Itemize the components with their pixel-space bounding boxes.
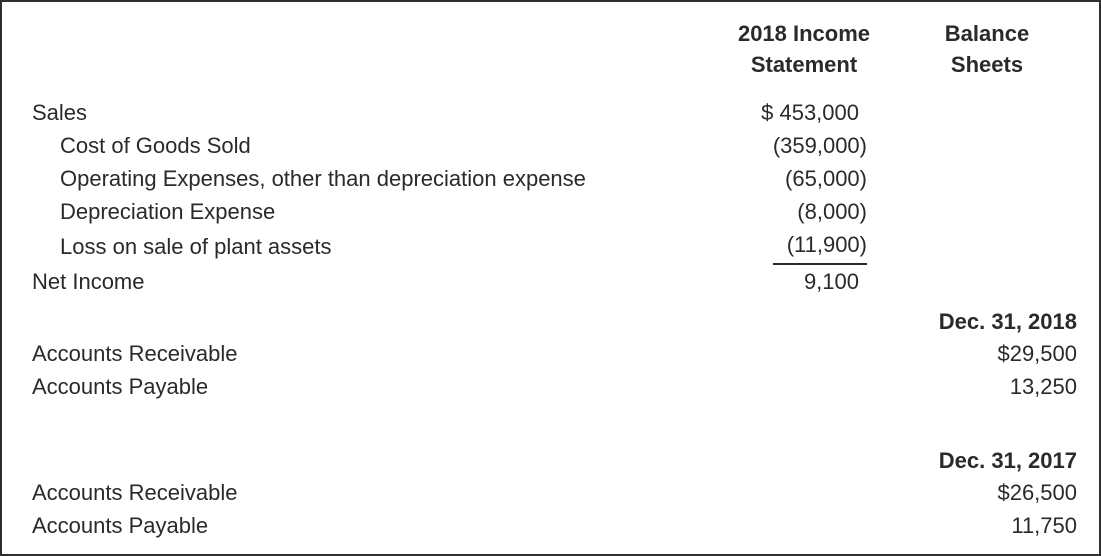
row-sales: Sales $ 453,000 xyxy=(2,96,1099,129)
row-label-operating-expenses: Operating Expenses, other than depreciat… xyxy=(60,166,586,191)
spacer-row xyxy=(2,403,1099,437)
income-value-operating-expenses: (65,000) xyxy=(692,162,867,195)
row-label-accounts-receivable-2018: Accounts Receivable xyxy=(32,341,238,366)
cost-of-goods-sold-amount: (359,000) xyxy=(772,133,867,158)
row-label-accounts-payable-2017: Accounts Payable xyxy=(32,513,209,538)
income-statement-header-cell: 2018 Income Statement xyxy=(692,2,870,96)
row-depreciation-expense: Depreciation Expense (8,000) xyxy=(2,195,1099,228)
row-label-accounts-payable-2018: Accounts Payable xyxy=(32,374,209,399)
date-header-2017: Dec. 31, 2017 xyxy=(938,448,1077,473)
accounts-payable-2018-amount: 13,250 xyxy=(1009,374,1077,399)
row-label-accounts-receivable-2017: Accounts Receivable xyxy=(32,480,238,505)
row-operating-expenses: Operating Expenses, other than depreciat… xyxy=(2,162,1099,195)
row-accounts-payable-2017: Accounts Payable 11,750 xyxy=(2,509,1099,542)
balance-sheets-header-cell: Balance Sheets xyxy=(867,2,1099,96)
income-value-cost-of-goods-sold: (359,000) xyxy=(692,129,867,162)
sales-amount: $ 453,000 xyxy=(761,100,859,125)
income-value-loss-on-sale: (11,900) xyxy=(692,228,867,265)
accounts-payable-2017-amount: 11,750 xyxy=(1011,513,1077,538)
row-date-2018: Dec. 31, 2018 xyxy=(2,298,1099,337)
row-label-net-income: Net Income xyxy=(32,269,145,294)
net-income-amount: 9,100 xyxy=(803,269,859,294)
row-loss-on-sale: Loss on sale of plant assets (11,900) xyxy=(2,228,1099,265)
date-header-2018: Dec. 31, 2018 xyxy=(938,309,1077,334)
accounts-receivable-2017-amount: $26,500 xyxy=(997,480,1077,505)
row-accounts-receivable-2018: Accounts Receivable $29,500 xyxy=(2,337,1099,370)
income-value-sales: $ 453,000 xyxy=(692,96,867,129)
financial-table: 2018 Income Statement Balance Sheets Sal… xyxy=(2,2,1099,542)
loss-on-sale-amount: (11,900) xyxy=(772,228,867,265)
accounts-receivable-2018-amount: $29,500 xyxy=(997,341,1077,366)
row-accounts-payable-2018: Accounts Payable 13,250 xyxy=(2,370,1099,403)
row-label-loss-on-sale: Loss on sale of plant assets xyxy=(60,234,332,259)
income-statement-column-header: 2018 Income Statement xyxy=(737,21,871,77)
row-accounts-receivable-2017: Accounts Receivable $26,500 xyxy=(2,476,1099,509)
table-header-row: 2018 Income Statement Balance Sheets xyxy=(2,2,1099,96)
empty-header-cell xyxy=(2,2,692,96)
row-date-2017: Dec. 31, 2017 xyxy=(2,437,1099,476)
row-label-cost-of-goods-sold: Cost of Goods Sold xyxy=(60,133,251,158)
income-value-depreciation-expense: (8,000) xyxy=(692,195,867,228)
row-net-income: Net Income 9,100 xyxy=(2,265,1099,298)
depreciation-expense-amount: (8,000) xyxy=(797,199,867,224)
row-label-sales: Sales xyxy=(32,100,88,125)
row-label-depreciation-expense: Depreciation Expense xyxy=(60,199,276,224)
row-cost-of-goods-sold: Cost of Goods Sold (359,000) xyxy=(2,129,1099,162)
operating-expenses-amount: (65,000) xyxy=(785,166,867,191)
income-value-net-income: 9,100 xyxy=(692,265,867,298)
balance-sheets-column-header: Balance Sheets xyxy=(944,21,1030,77)
